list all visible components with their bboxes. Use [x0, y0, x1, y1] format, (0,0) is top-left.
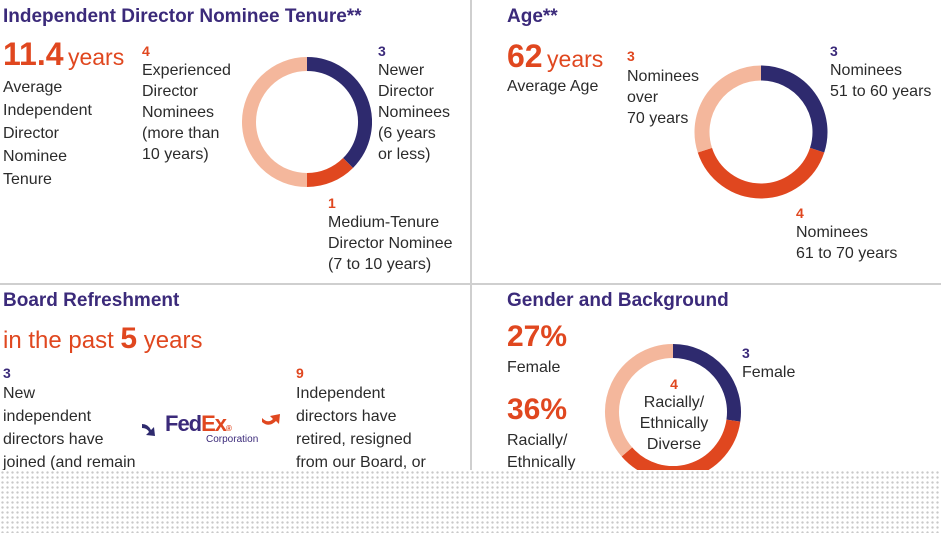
donut-segment: [306, 157, 353, 187]
label-line: Experienced: [142, 62, 231, 79]
label-line: directors have: [3, 431, 104, 448]
subtitle-prefix: in the past: [3, 327, 114, 354]
arrow-in-icon: [142, 424, 155, 436]
age-61-70-callout: 4 Nominees 61 to 70 years: [796, 204, 897, 264]
label-line: joined (and remain: [3, 454, 136, 471]
age-avg-label: Average Age: [507, 78, 599, 95]
gender-title: Gender and Background: [507, 290, 729, 311]
donut-segment: [672, 344, 741, 422]
age-avg-unit: years: [547, 46, 604, 72]
label-line: Independent: [296, 385, 385, 402]
donut-segment: [242, 57, 308, 187]
donut-segment: [697, 147, 825, 199]
tenure-average: 11.4 years: [3, 36, 124, 73]
label-line: Director: [142, 83, 199, 100]
label-line: Director: [378, 83, 435, 100]
donut-segment: [694, 65, 762, 153]
label-line: from our Board, or: [296, 454, 426, 471]
donut-segment: [306, 57, 372, 168]
refresh-new-callout: 3 New independent directors have joined …: [3, 364, 136, 474]
label-line: Nominee: [3, 148, 68, 165]
fedex-logo-sub: Corporation: [206, 434, 259, 445]
subtitle-number: 5: [120, 322, 138, 355]
callout-count: 1: [328, 195, 336, 211]
tenure-medium-callout: 1 Medium-Tenure Director Nominee (7 to 1…: [328, 194, 452, 275]
donut-segment: [760, 65, 828, 153]
label-line: Nominees: [142, 104, 215, 121]
label-line: New: [3, 385, 36, 402]
label-line: Diverse: [646, 436, 702, 453]
label-line: Tenure: [3, 171, 52, 188]
label-line: Nominees: [627, 68, 700, 85]
label-line: (7 to 10 years): [328, 256, 432, 273]
label-line: or less): [378, 146, 431, 163]
age-average: 62 years: [507, 38, 603, 75]
diverse-count-callout: 4 Racially/ Ethnically Diverse: [622, 376, 726, 455]
label-line: Independent: [3, 102, 92, 119]
callout-count: 3: [742, 345, 750, 361]
label-line: Nominees: [830, 62, 903, 79]
subtitle-suffix: years: [143, 327, 203, 354]
tenure-experienced-callout: 4 Experienced Director Nominees (more th…: [142, 42, 231, 165]
fedex-logo-block: FedEx® Corporation: [140, 410, 285, 450]
female-percent-label: Female: [507, 359, 561, 376]
dotted-fade-overlay: [0, 470, 941, 533]
label-line: Ethnically: [507, 454, 576, 471]
label-line: Director: [3, 125, 60, 142]
vertical-divider: [470, 0, 472, 470]
label-line: Nominees: [796, 224, 869, 241]
refresh-left-callout: 9 Independent directors have retired, re…: [296, 364, 426, 474]
callout-count: 3: [627, 48, 635, 64]
tenure-avg-value: 11.4: [3, 36, 64, 72]
gender-donut: [605, 344, 741, 470]
label-line: independent: [3, 408, 92, 425]
label-line: 51 to 60 years: [830, 83, 932, 100]
label-line: 70 years: [627, 110, 689, 127]
tenure-avg-label: Average Independent Director Nominee Ten…: [3, 76, 92, 191]
tenure-newer-callout: 3 Newer Director Nominees (6 years or le…: [378, 42, 450, 165]
label-line: directors have: [296, 408, 397, 425]
female-count-callout: 3 Female: [742, 344, 795, 383]
arrow-out-icon: [262, 414, 280, 425]
diverse-percent-label: Racially/ Ethnically: [507, 430, 575, 474]
callout-count: 4: [142, 43, 150, 59]
age-over70-callout: 3 Nominees over 70 years: [627, 46, 699, 129]
label-line: Average: [3, 79, 63, 96]
callout-count: 4: [670, 376, 678, 392]
age-donut: [694, 65, 828, 199]
label-line: (6 years: [378, 125, 436, 142]
fedex-logo: FedEx®: [165, 411, 232, 436]
label-line: Ethnically: [639, 415, 709, 432]
age-avg-value: 62: [507, 38, 543, 74]
donut-segment: [621, 419, 741, 470]
label-line: retired, resigned: [296, 431, 412, 448]
age-51-60-callout: 3 Nominees 51 to 60 years: [830, 42, 931, 102]
horizontal-divider: [0, 283, 941, 285]
refresh-title: Board Refreshment: [3, 290, 180, 311]
tenure-avg-unit: years: [67, 44, 125, 70]
label-line: Female: [742, 364, 796, 381]
tenure-title: Independent Director Nominee Tenure**: [3, 6, 362, 27]
label-line: over: [627, 89, 659, 106]
age-title: Age**: [507, 6, 558, 27]
callout-count: 9: [296, 365, 304, 381]
label-line: Newer: [378, 62, 425, 79]
label-line: 61 to 70 years: [796, 245, 898, 262]
callout-count: 3: [830, 43, 838, 59]
female-percent: 27%: [507, 320, 568, 353]
tenure-donut: [242, 57, 372, 187]
callout-count: 4: [796, 205, 804, 221]
label-line: (more than: [142, 125, 220, 142]
label-line: Director Nominee: [328, 235, 453, 252]
label-line: Nominees: [378, 104, 451, 121]
callout-count: 3: [378, 43, 386, 59]
callout-count: 3: [3, 365, 11, 381]
refresh-subtitle: in the past 5 years: [3, 322, 202, 356]
diverse-percent: 36%: [507, 393, 568, 426]
label-line: Racially/: [507, 432, 568, 449]
label-line: Medium-Tenure: [328, 214, 440, 231]
label-line: 10 years): [142, 146, 209, 163]
label-line: Racially/: [643, 394, 705, 411]
donut-segment-remainder: [605, 344, 674, 457]
